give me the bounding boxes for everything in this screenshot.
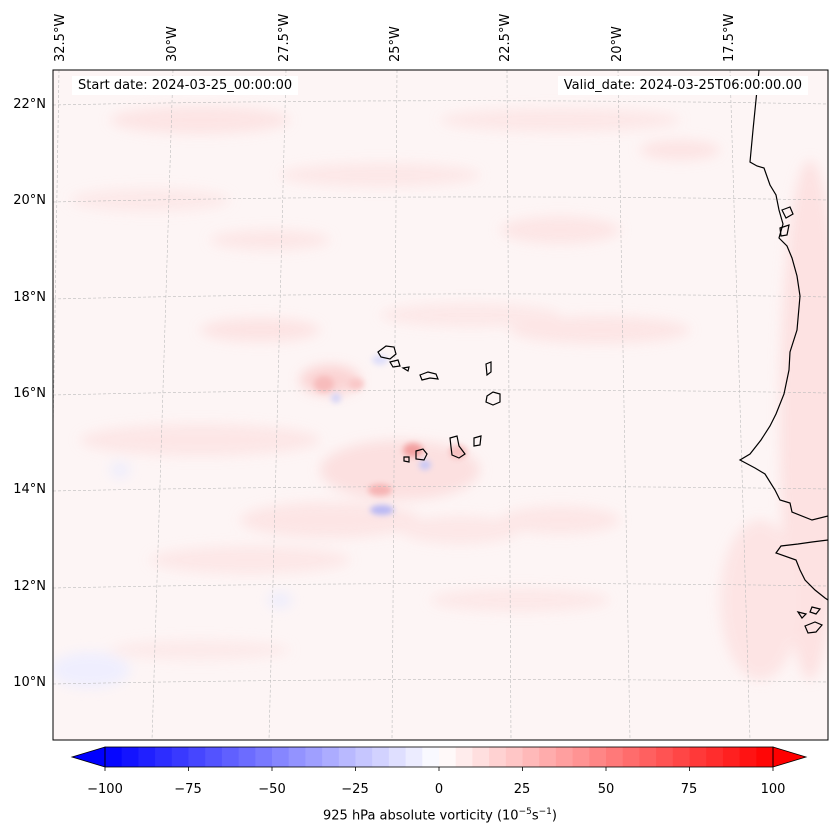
colorbar-band <box>589 747 607 767</box>
colorbar-tick-marks <box>104 767 774 771</box>
island-brava <box>403 456 410 463</box>
lat-label: 16°N <box>13 386 46 401</box>
colorbar-band <box>255 747 273 767</box>
lon-label: 22.5°W <box>498 13 513 62</box>
colorbar-band <box>105 747 123 767</box>
bissagos-island <box>796 611 808 619</box>
colorbar-band <box>305 747 323 767</box>
island-boa-vista <box>485 391 501 406</box>
lon-label: 17.5°W <box>722 13 737 62</box>
lat-label: 22°N <box>13 97 46 112</box>
colorbar-band <box>355 747 373 767</box>
colorbar-band <box>739 747 757 767</box>
africa-coastline <box>738 70 828 521</box>
map-frame <box>52 69 829 741</box>
colorbar-extend-low <box>70 746 106 768</box>
island-maio <box>473 435 482 447</box>
island-santo-antao <box>377 345 397 360</box>
colorbar-tick-label: −100 <box>87 782 123 797</box>
colorbar-tick-label: −75 <box>174 782 202 797</box>
colorbar-band <box>155 747 173 767</box>
colorbar-band <box>706 747 724 767</box>
colorbar-band <box>238 747 256 767</box>
africa-coastline-south <box>775 539 828 601</box>
colorbar-tick-label: 25 <box>513 782 531 797</box>
colorbar-band <box>272 747 290 767</box>
colorbar-tick-label: 50 <box>597 782 615 797</box>
colorbar-band <box>622 747 640 767</box>
island-sao-vicente <box>389 359 401 368</box>
map-panel[interactable] <box>48 70 837 740</box>
colorbar-band <box>221 747 240 767</box>
colorbar-band <box>489 747 507 767</box>
colorbar-band <box>288 747 306 767</box>
colorbar-tick-label: −50 <box>258 782 286 797</box>
colorbar-band <box>756 747 774 767</box>
colorbar-tick-label: −25 <box>341 782 369 797</box>
colorbar-band <box>322 747 340 767</box>
island-santiago <box>449 435 466 459</box>
colorbar-band <box>672 747 691 767</box>
colorbar[interactable] <box>70 746 808 771</box>
island-sal <box>485 361 492 377</box>
valid-date-label: Valid_date: 2024-03-25T06:00:00.00 <box>557 76 808 95</box>
colorbar-band <box>522 747 540 767</box>
colorbar-band <box>689 747 707 767</box>
colorbar-band <box>539 747 557 767</box>
lat-label: 20°N <box>13 193 46 208</box>
colorbar-band <box>138 747 156 767</box>
lat-label: 18°N <box>13 290 46 305</box>
lon-label: 20°W <box>610 26 625 62</box>
colorbar-extend-high <box>772 746 808 768</box>
lon-label: 25°W <box>388 26 403 62</box>
colorbar-tick-label: 0 <box>434 782 444 797</box>
colorbar-band <box>205 747 223 767</box>
colorbar-band <box>372 747 390 767</box>
lon-label: 27.5°W <box>277 13 292 62</box>
colorbar-bands <box>105 747 774 767</box>
lat-label: 10°N <box>13 675 46 690</box>
bissagos-island <box>809 606 822 615</box>
colorbar-band <box>722 747 741 767</box>
colorbar-band <box>388 747 407 767</box>
coastal-islet <box>779 224 790 237</box>
coastal-islet <box>781 206 794 219</box>
colorbar-band <box>171 747 190 767</box>
colorbar-band <box>121 747 139 767</box>
colorbar-band <box>572 747 590 767</box>
colorbar-band <box>472 747 490 767</box>
colorbar-band <box>455 747 473 767</box>
colorbar-band <box>505 747 524 767</box>
colorbar-band <box>422 747 440 767</box>
colorbar-band <box>338 747 357 767</box>
island-fogo <box>415 448 428 461</box>
lon-label: 32.5°W <box>53 13 68 62</box>
colorbar-band <box>639 747 657 767</box>
lon-label: 30°W <box>165 26 180 62</box>
island-sao-nicolau <box>419 371 439 381</box>
colorbar-band <box>606 747 624 767</box>
colorbar-band <box>188 747 206 767</box>
colorbar-band <box>555 747 574 767</box>
vorticity-field <box>53 106 828 688</box>
land-outlines <box>377 70 828 634</box>
colorbar-tick-label: 100 <box>760 782 786 797</box>
colorbar-band <box>405 747 423 767</box>
colorbar-band <box>656 747 674 767</box>
lat-label: 12°N <box>13 579 46 594</box>
start-date-label: Start date: 2024-03-25_00:00:00 <box>72 76 299 95</box>
colorbar-tick-label: 75 <box>680 782 698 797</box>
bissagos-island <box>804 621 823 634</box>
graticule <box>53 70 828 740</box>
colorbar-band <box>439 747 457 767</box>
colorbar-title: 925 hPa absolute vorticity (10−5s−1) <box>323 807 557 824</box>
island-santa-luzia <box>401 366 410 372</box>
lat-label: 14°N <box>13 482 46 497</box>
